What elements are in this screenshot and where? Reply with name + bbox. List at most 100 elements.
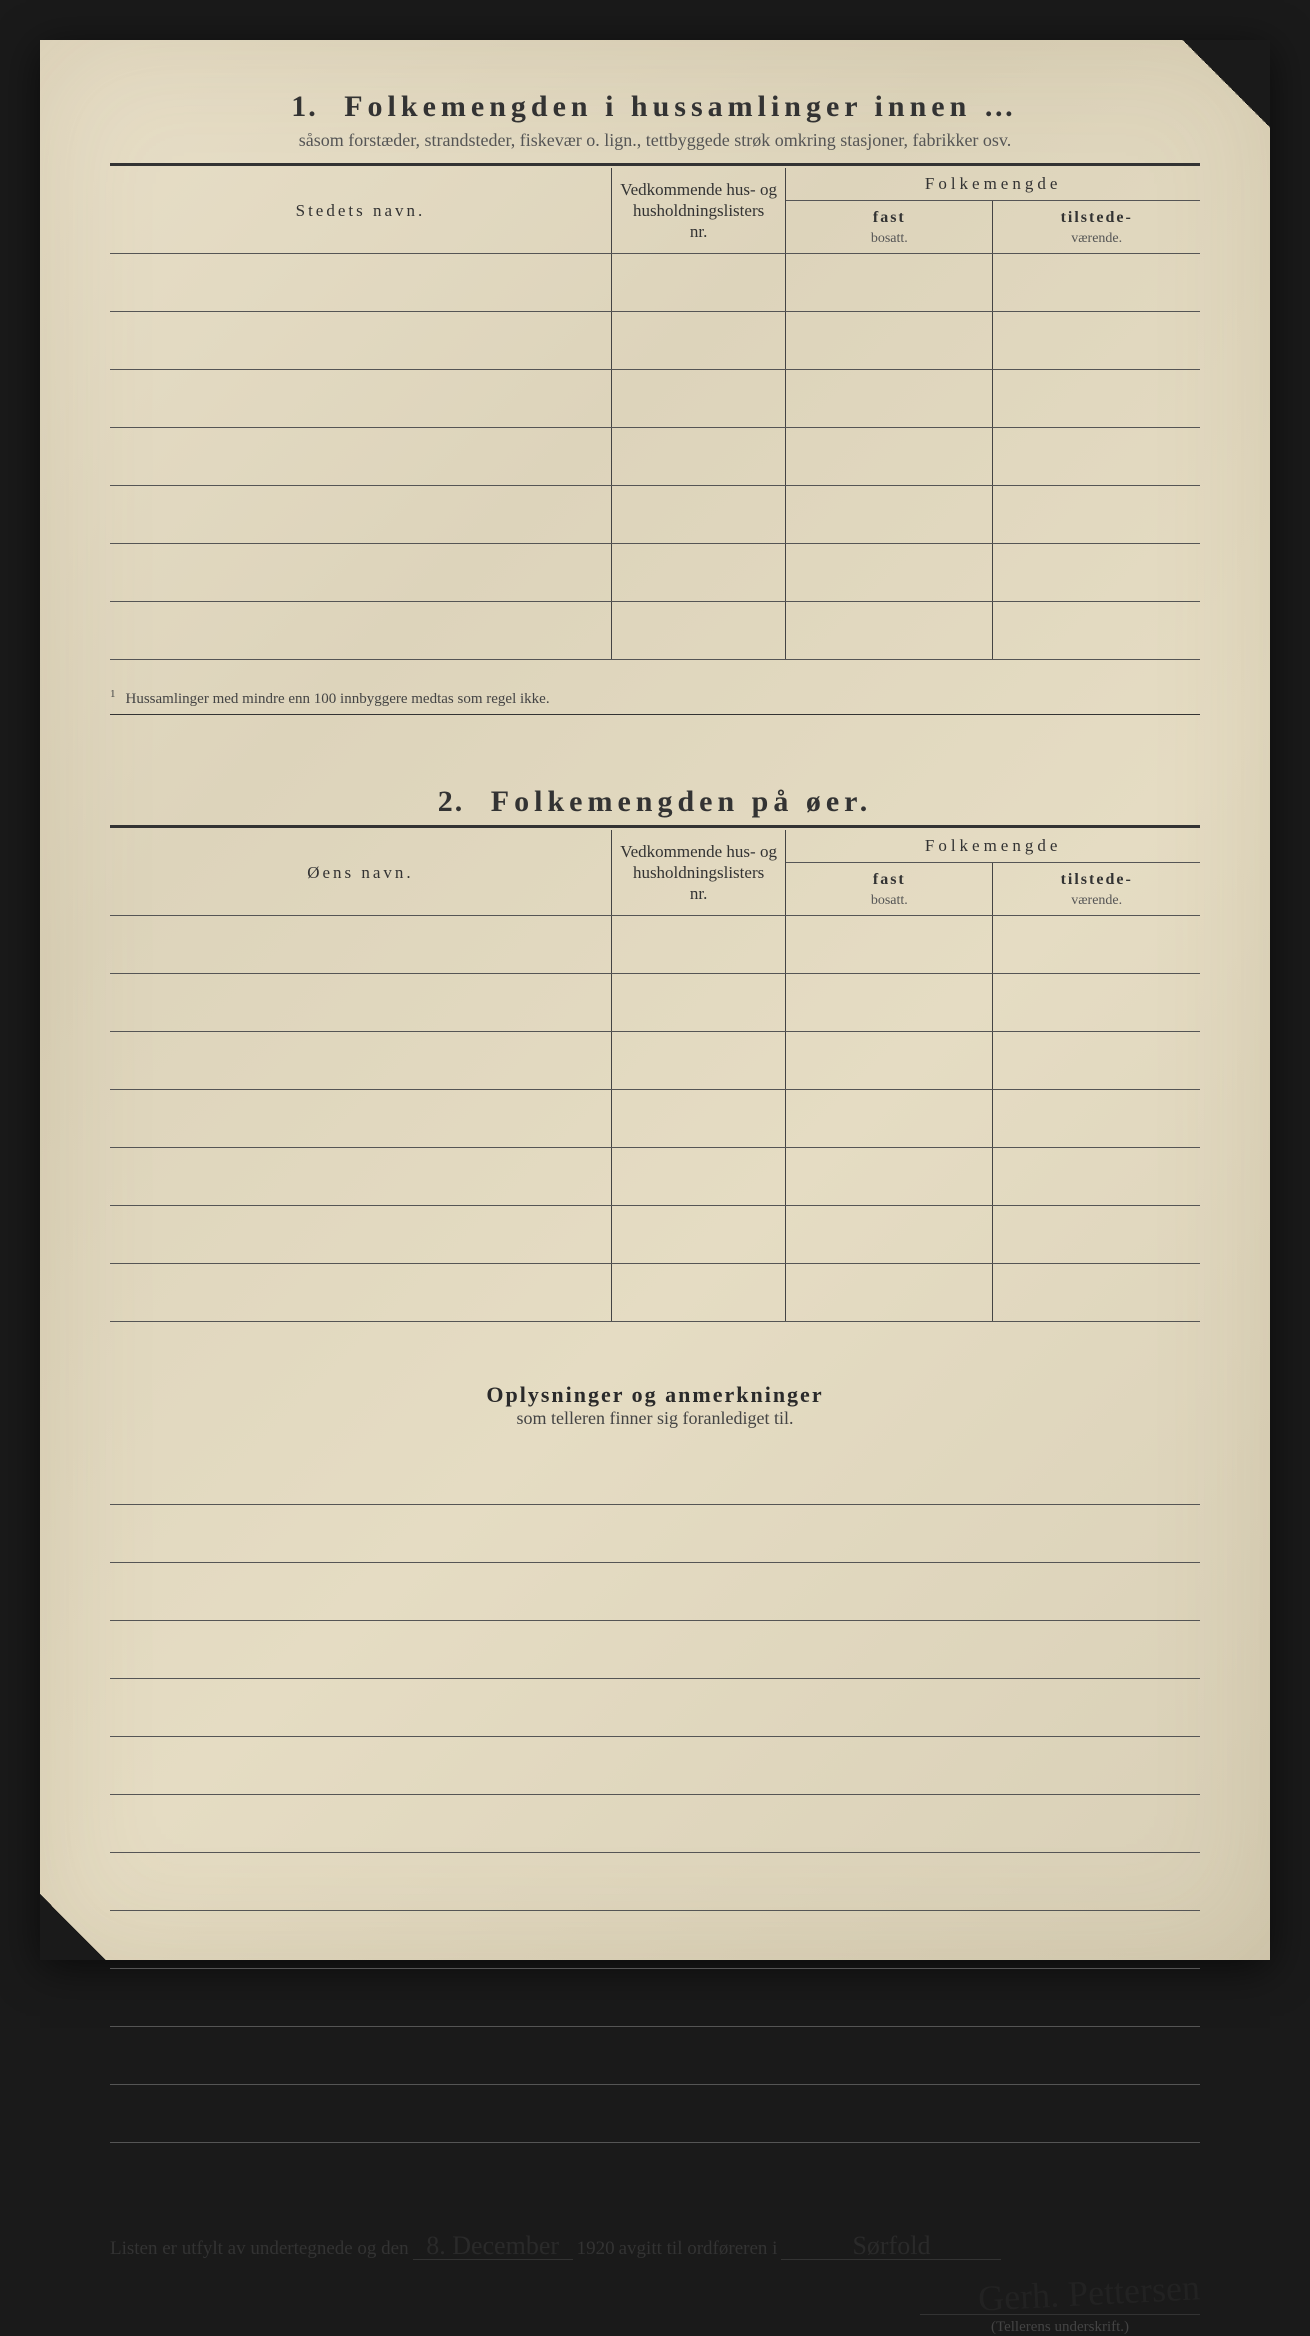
footer: Listen er utfylt av undertegnede og den …: [110, 2233, 1200, 2336]
signature-caption: (Tellerens underskrift.): [920, 2314, 1200, 2336]
table-cell: [786, 602, 993, 660]
section-3-subtitle: som telleren finner sig foranlediget til…: [110, 1408, 1200, 1429]
rule: [110, 163, 1200, 166]
section-3: Oplysninger og anmerkninger som telleren…: [110, 1382, 1200, 2143]
col-mid-l3: nr.: [690, 222, 707, 241]
ruled-line: [110, 1969, 1200, 2027]
table-cell: [786, 1148, 993, 1206]
footer-line: Listen er utfylt av undertegnede og den …: [110, 2233, 1200, 2260]
table-cell: [110, 602, 611, 660]
table-cell: [786, 370, 993, 428]
section-1-title-text: Folkemengden i hussamlinger innen …: [344, 90, 1019, 123]
table-row: [110, 974, 1200, 1032]
table-cell: [110, 1032, 611, 1090]
table-cell: [110, 486, 611, 544]
table-cell: [993, 1032, 1200, 1090]
col-mid-l1: Vedkommende hus- og: [620, 180, 777, 199]
table-cell: [786, 1032, 993, 1090]
rule: [110, 825, 1200, 828]
section-1-subtitle: såsom forstæder, strandsteder, fiskevær …: [110, 130, 1200, 151]
col-folkemengde: Folkemengde: [786, 830, 1200, 863]
section-2-table: Øens navn. Vedkommende hus- og husholdni…: [110, 830, 1200, 1322]
table-cell: [993, 370, 1200, 428]
section-1-number: 1.: [291, 90, 318, 123]
footer-text-a: Listen er utfylt av undertegnede og den: [110, 2238, 409, 2260]
table-cell: [110, 1090, 611, 1148]
table-cell: [110, 1264, 611, 1322]
table-cell: [611, 1264, 785, 1322]
table-row: [110, 1032, 1200, 1090]
table-cell: [993, 916, 1200, 974]
col-stedets-navn: Stedets navn.: [110, 168, 611, 254]
table-cell: [611, 428, 785, 486]
table-cell: [110, 428, 611, 486]
table-cell: [786, 312, 993, 370]
section-1: 1. Folkemengden i hussamlinger innen … s…: [110, 90, 1200, 715]
table-cell: [786, 974, 993, 1032]
footer-text-b: avgitt til ordføreren i: [619, 2238, 778, 2260]
table-cell: [110, 254, 611, 312]
col-mid-l2: husholdningslisters: [633, 201, 764, 220]
col-oens-navn: Øens navn.: [110, 830, 611, 916]
section-2-body: [110, 916, 1200, 1322]
table-cell: [611, 312, 785, 370]
col-lists-nr: Vedkommende hus- og husholdningslisters …: [611, 168, 785, 254]
signature-block: Gerh. Pettersen (Tellerens underskrift.): [110, 2272, 1200, 2336]
table-cell: [611, 602, 785, 660]
ruled-line: [110, 1563, 1200, 1621]
place-handwritten: Sørfold: [781, 2233, 1001, 2260]
table-cell: [110, 1148, 611, 1206]
table-cell: [110, 1206, 611, 1264]
table-cell: [993, 428, 1200, 486]
table-cell: [786, 1090, 993, 1148]
ruled-line: [110, 2027, 1200, 2085]
table-cell: [993, 312, 1200, 370]
table-cell: [786, 428, 993, 486]
col-folkemengde: Folkemengde: [786, 168, 1200, 201]
col-fast-bosatt: fast bosatt.: [786, 201, 993, 254]
ruled-line: [110, 1795, 1200, 1853]
section-3-title: Oplysninger og anmerkninger: [110, 1382, 1200, 1408]
date-handwritten: 8. December: [413, 2233, 573, 2260]
ruled-line: [110, 1853, 1200, 1911]
table-cell: [611, 1148, 785, 1206]
ruled-line: [110, 2085, 1200, 2143]
col-tilstede: tilstede- værende.: [993, 863, 1200, 916]
ruled-line: [110, 1911, 1200, 1969]
table-cell: [993, 254, 1200, 312]
table-row: [110, 1090, 1200, 1148]
table-cell: [993, 1090, 1200, 1148]
section-1-table: Stedets navn. Vedkommende hus- og hushol…: [110, 168, 1200, 660]
section-1-title: 1. Folkemengden i hussamlinger innen …: [110, 90, 1200, 124]
col-fast-bosatt: fast bosatt.: [786, 863, 993, 916]
ruled-line: [110, 1505, 1200, 1563]
section-2-title: 2. Folkemengden på øer.: [110, 785, 1200, 819]
table-cell: [611, 1032, 785, 1090]
section-2-title-text: Folkemengden på øer.: [491, 785, 872, 818]
col-lists-nr: Vedkommende hus- og husholdningslisters …: [611, 830, 785, 916]
ruled-line: [110, 1621, 1200, 1679]
ruled-line: [110, 1679, 1200, 1737]
section-2-number: 2.: [438, 785, 465, 818]
table-cell: [110, 544, 611, 602]
table-cell: [993, 486, 1200, 544]
section-2: 2. Folkemengden på øer. Øens navn. Vedko…: [110, 785, 1200, 1322]
table-cell: [611, 370, 785, 428]
table-row: [110, 544, 1200, 602]
table-row: [110, 486, 1200, 544]
table-row: [110, 916, 1200, 974]
table-cell: [786, 1206, 993, 1264]
footer-year: 1920: [577, 2238, 615, 2260]
table-row: [110, 1148, 1200, 1206]
notes-lines: [110, 1447, 1200, 2143]
table-cell: [611, 544, 785, 602]
table-cell: [110, 974, 611, 1032]
table-cell: [611, 916, 785, 974]
table-cell: [786, 1264, 993, 1322]
table-cell: [786, 486, 993, 544]
table-cell: [786, 916, 993, 974]
table-cell: [110, 312, 611, 370]
table-cell: [993, 602, 1200, 660]
table-row: [110, 602, 1200, 660]
table-row: [110, 254, 1200, 312]
